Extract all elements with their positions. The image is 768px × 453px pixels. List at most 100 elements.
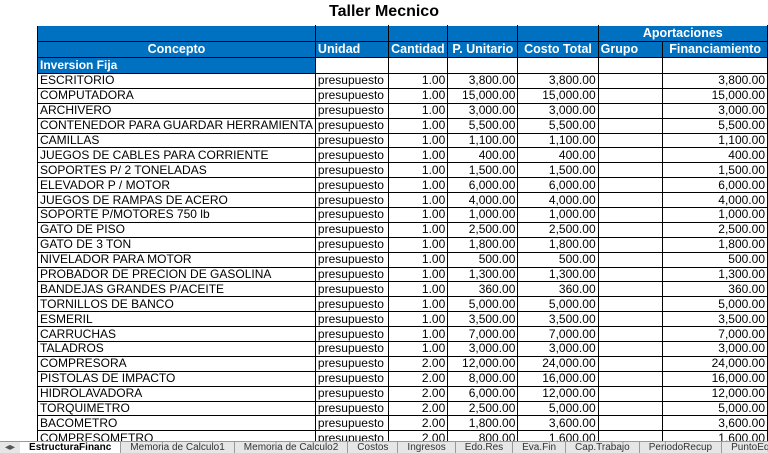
cell-concepto[interactable]: CAMILLAS: [37, 132, 316, 149]
cell-p-unitario[interactable]: 1,100.00: [447, 132, 519, 149]
cell-unidad[interactable]: presupuesto: [314, 251, 389, 268]
cell-cantidad[interactable]: 1.00: [387, 281, 449, 298]
cell-concepto[interactable]: ESMERIL: [37, 311, 316, 328]
sheet-tab[interactable]: Memoria de Calculo1: [121, 442, 235, 453]
cell-cantidad[interactable]: 1.00: [387, 236, 449, 253]
cell-financiamiento[interactable]: 16,000.00: [662, 370, 768, 387]
sheet-tab[interactable]: EstructuraFinanc: [20, 442, 122, 453]
cell-p-unitario[interactable]: 1,300.00: [447, 266, 519, 283]
cell-cantidad[interactable]: 1.00: [387, 311, 449, 328]
sheet-tab[interactable]: PeriodoRecup: [640, 442, 723, 453]
sheet-tab[interactable]: Eva.Fin: [513, 442, 567, 453]
cell-cantidad[interactable]: 1.00: [387, 251, 449, 268]
cell-p-unitario[interactable]: 500.00: [447, 251, 519, 268]
cell-financiamiento[interactable]: 1,100.00: [662, 132, 768, 149]
cell-costo-total[interactable]: 6,000.00: [517, 177, 599, 194]
cell-grupo[interactable]: [597, 415, 664, 432]
header-p-unitario[interactable]: P. Unitario: [447, 41, 519, 58]
cell-grupo[interactable]: [597, 87, 664, 104]
cell-unidad[interactable]: presupuesto: [314, 132, 389, 149]
cell-financiamiento[interactable]: 12,000.00: [662, 385, 768, 402]
cell-concepto[interactable]: NIVELADOR PARA MOTOR: [37, 251, 316, 268]
header-costo-total[interactable]: Costo Total: [517, 41, 599, 58]
cell-unidad[interactable]: presupuesto: [314, 147, 389, 164]
cell-financiamiento[interactable]: 3,000.00: [662, 102, 768, 119]
cell-unidad[interactable]: presupuesto: [314, 221, 389, 238]
cell-p-unitario[interactable]: 3,000.00: [447, 341, 519, 357]
cell-concepto[interactable]: JUEGOS DE RAMPAS DE ACERO: [37, 192, 316, 209]
cell-grupo[interactable]: [597, 311, 664, 328]
cell-cantidad[interactable]: 1.00: [387, 221, 449, 238]
cell-cantidad[interactable]: 1.00: [387, 87, 449, 104]
cell-cantidad[interactable]: 2.00: [387, 385, 449, 402]
cell-concepto[interactable]: ELEVADOR P / MOTOR: [37, 177, 316, 194]
cell-concepto[interactable]: TORQUIMETRO: [37, 400, 316, 417]
cell-costo-total[interactable]: 1,800.00: [517, 236, 599, 253]
cell-financiamiento[interactable]: 3,600.00: [662, 415, 768, 432]
cell-cantidad[interactable]: 1.00: [387, 207, 449, 223]
cell-unidad[interactable]: presupuesto: [314, 162, 389, 179]
cell-p-unitario[interactable]: 360.00: [447, 281, 519, 298]
cell-costo-total[interactable]: 1,100.00: [517, 132, 599, 149]
cell-grupo[interactable]: [597, 177, 664, 194]
cell-grupo[interactable]: [597, 147, 664, 164]
cell-p-unitario[interactable]: 5,500.00: [447, 117, 519, 134]
cell-p-unitario[interactable]: 6,000.00: [447, 385, 519, 402]
cell-p-unitario[interactable]: 3,500.00: [447, 311, 519, 328]
section-label[interactable]: Inversion Fija: [37, 57, 316, 74]
cell-concepto[interactable]: PROBADOR DE PRECION DE GASOLINA: [37, 266, 316, 283]
cell-financiamiento[interactable]: 7,000.00: [662, 326, 768, 343]
cell-unidad[interactable]: presupuesto: [314, 355, 389, 372]
cell-concepto[interactable]: COMPUTADORA: [37, 87, 316, 104]
cell-unidad[interactable]: presupuesto: [314, 117, 389, 134]
cell-cantidad[interactable]: 2.00: [387, 370, 449, 387]
cell-cantidad[interactable]: 1.00: [387, 162, 449, 179]
cell-financiamiento[interactable]: 5,500.00: [662, 117, 768, 134]
cell-p-unitario[interactable]: 8,000.00: [447, 370, 519, 387]
cell-unidad[interactable]: presupuesto: [314, 266, 389, 283]
cell-financiamiento[interactable]: 4,000.00: [662, 192, 768, 209]
cell-costo-total[interactable]: 4,000.00: [517, 192, 599, 209]
cell-unidad[interactable]: presupuesto: [314, 73, 389, 89]
cell-grupo[interactable]: [597, 132, 664, 149]
cell-unidad[interactable]: presupuesto: [314, 192, 389, 209]
cell-costo-total[interactable]: 7,000.00: [517, 326, 599, 343]
sheet-tab[interactable]: Costos: [348, 442, 399, 453]
cell-costo-total[interactable]: 1,300.00: [517, 266, 599, 283]
cell-costo-total[interactable]: 400.00: [517, 147, 599, 164]
header-aportaciones[interactable]: Aportaciones: [597, 25, 768, 42]
cell-financiamiento[interactable]: 3,800.00: [662, 73, 768, 89]
cell-financiamiento[interactable]: 1,300.00: [662, 266, 768, 283]
header-grupo[interactable]: Grupo: [597, 41, 664, 58]
cell-concepto[interactable]: SOPORTE P/MOTORES 750 lb: [37, 207, 316, 223]
sheet-tab[interactable]: Cap.Trabajo: [566, 442, 640, 453]
cell-costo-total[interactable]: 3,000.00: [517, 341, 599, 357]
cell-financiamiento[interactable]: 1,800.00: [662, 236, 768, 253]
cell-grupo[interactable]: [597, 385, 664, 402]
cell-p-unitario[interactable]: 2,500.00: [447, 221, 519, 238]
cell-p-unitario[interactable]: 1,500.00: [447, 162, 519, 179]
cell-p-unitario[interactable]: 6,000.00: [447, 177, 519, 194]
cell-concepto[interactable]: ARCHIVERO: [37, 102, 316, 119]
cell-financiamiento[interactable]: 400.00: [662, 147, 768, 164]
cell-grupo[interactable]: [597, 162, 664, 179]
cell-grupo[interactable]: [597, 266, 664, 283]
cell-p-unitario[interactable]: 1,000.00: [447, 207, 519, 223]
cell-grupo[interactable]: [597, 370, 664, 387]
cell-unidad[interactable]: presupuesto: [314, 281, 389, 298]
cell-grupo[interactable]: [597, 251, 664, 268]
header-cantidad[interactable]: Cantidad: [387, 41, 449, 58]
cell-unidad[interactable]: presupuesto: [314, 400, 389, 417]
cell-concepto[interactable]: ESCRITORIO: [37, 73, 316, 89]
cell-cantidad[interactable]: 1.00: [387, 326, 449, 343]
cell-p-unitario[interactable]: 5,000.00: [447, 296, 519, 313]
cell-unidad[interactable]: presupuesto: [314, 102, 389, 119]
cell-cantidad[interactable]: 2.00: [387, 400, 449, 417]
cell-cantidad[interactable]: 1.00: [387, 102, 449, 119]
cell-p-unitario[interactable]: 3,000.00: [447, 102, 519, 119]
cell-grupo[interactable]: [597, 221, 664, 238]
cell-financiamiento[interactable]: 6,000.00: [662, 177, 768, 194]
cell-p-unitario[interactable]: 4,000.00: [447, 192, 519, 209]
cell-p-unitario[interactable]: 15,000.00: [447, 87, 519, 104]
sheet-tab[interactable]: Ingresos: [398, 442, 456, 453]
